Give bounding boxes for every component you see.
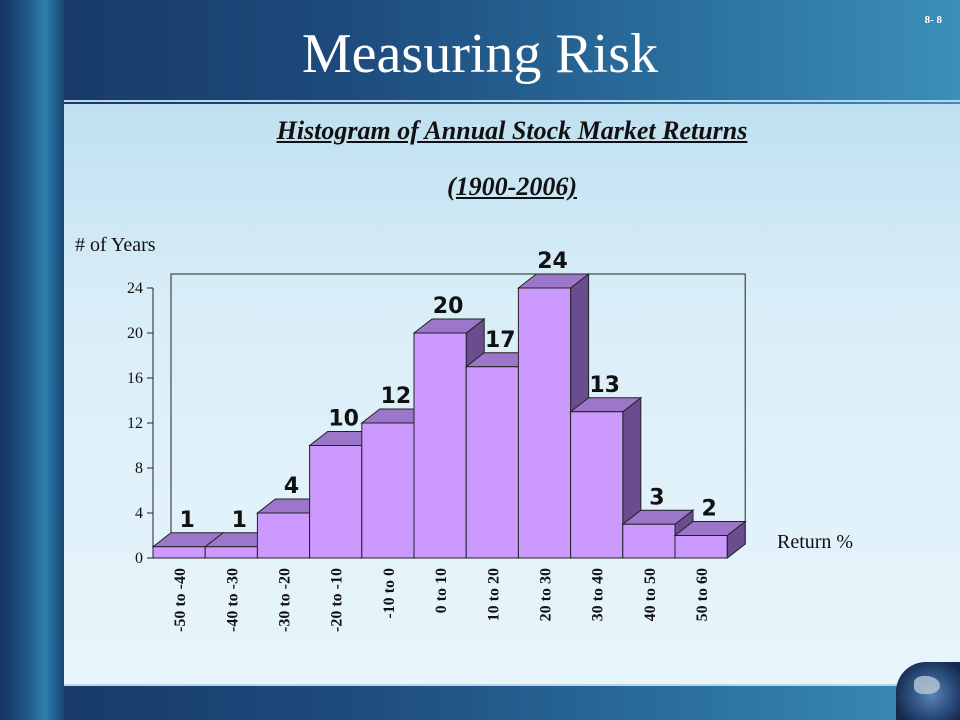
- category-label: 0 to 10: [433, 568, 450, 613]
- data-label: 3: [649, 485, 664, 510]
- data-label: 24: [537, 249, 568, 274]
- bar: [413, 332, 467, 559]
- category-label: -20 to -10: [329, 568, 346, 632]
- bar: [204, 546, 258, 559]
- bar: [152, 546, 206, 559]
- y-tick-label: 16: [127, 370, 143, 387]
- data-label: 17: [485, 328, 516, 353]
- category-label: -40 to -30: [224, 568, 241, 632]
- bar: [361, 422, 415, 559]
- slide-number: 8- 8: [924, 14, 942, 26]
- left-accent-strip: [0, 0, 64, 720]
- category-label: 30 to 40: [590, 568, 607, 621]
- y-tick-label: 0: [135, 550, 143, 567]
- category-label: -50 to -40: [172, 568, 189, 632]
- data-label: 1: [179, 508, 194, 533]
- category-label: -10 to 0: [381, 568, 398, 619]
- y-tick-label: 20: [127, 325, 143, 342]
- bar: [570, 411, 624, 559]
- data-label: 1: [232, 508, 247, 533]
- bar: [256, 512, 311, 559]
- bar: [517, 287, 572, 559]
- globe-logo-icon: [896, 662, 960, 720]
- y-tick-label: 8: [135, 460, 143, 477]
- bar: [674, 535, 728, 559]
- data-label: 12: [381, 384, 412, 409]
- data-label: 20: [433, 294, 464, 319]
- slide-title: Measuring Risk: [301, 23, 659, 85]
- category-label: 20 to 30: [538, 568, 555, 621]
- y-tick-label: 4: [135, 505, 143, 522]
- category-label: 10 to 20: [485, 568, 502, 621]
- category-label: 50 to 60: [694, 568, 711, 621]
- top-divider: [64, 100, 960, 102]
- y-tick-label: 12: [127, 415, 143, 432]
- y-tick-label: 24: [127, 280, 143, 297]
- bar: [622, 523, 676, 559]
- category-label: -30 to -20: [277, 568, 294, 632]
- bottom-divider: [64, 684, 960, 686]
- y-axis-label: # of Years: [75, 234, 156, 256]
- chart-title-line1: Histogram of Annual Stock Market Returns: [276, 116, 748, 145]
- chart-title-line2: (1900-2006): [447, 172, 577, 201]
- bar: [465, 366, 519, 559]
- data-label: 4: [284, 474, 299, 499]
- category-label: 40 to 50: [642, 568, 659, 621]
- data-label: 13: [589, 373, 620, 398]
- data-label: 10: [328, 407, 359, 432]
- x-axis-label: Return %: [777, 531, 854, 553]
- bar: [309, 445, 363, 559]
- data-label: 2: [701, 497, 716, 522]
